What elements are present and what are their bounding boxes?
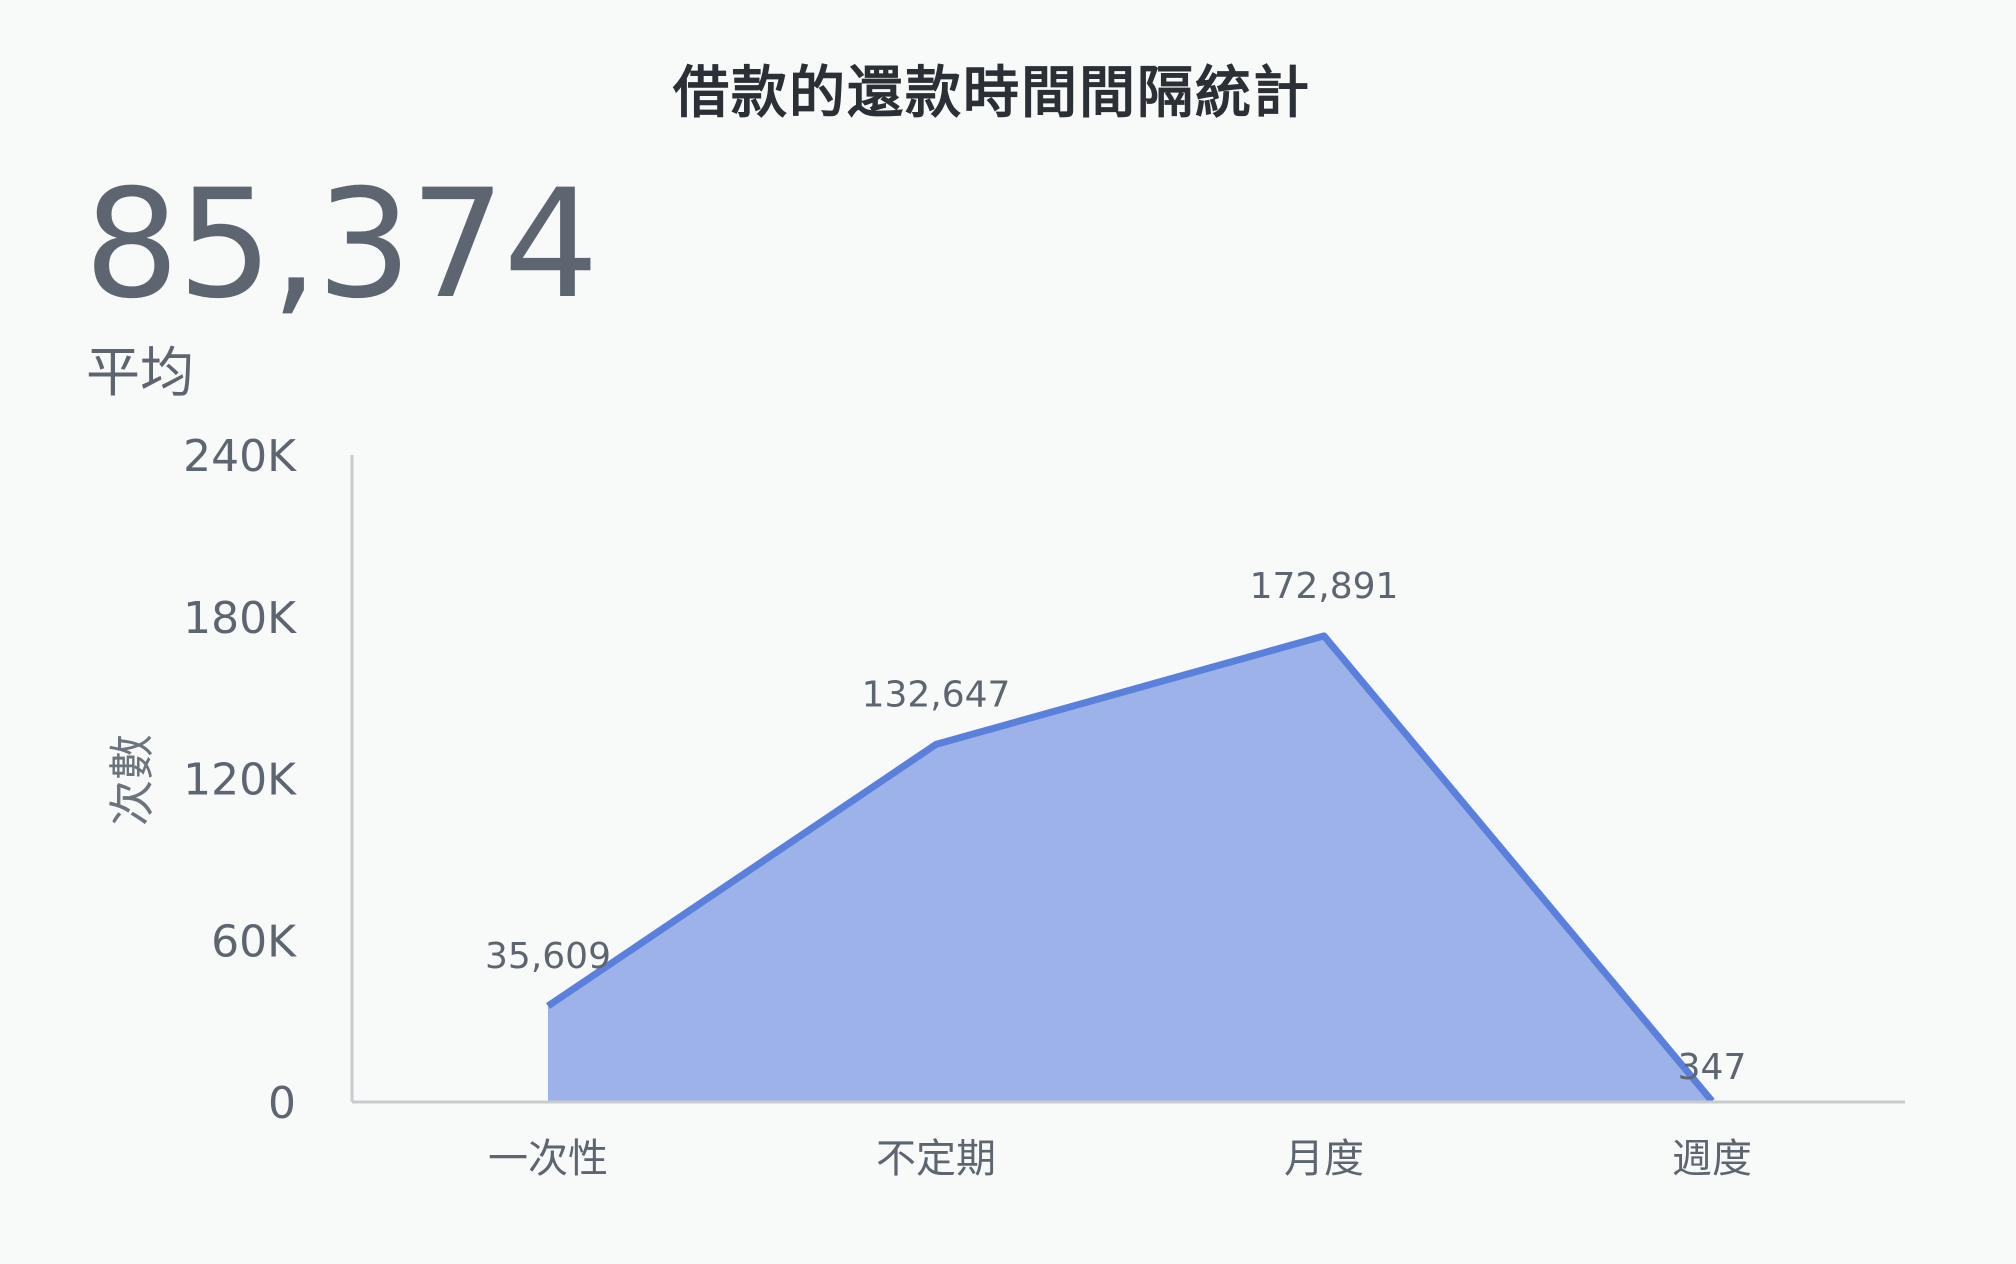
kpi-value: 85,374 — [84, 158, 599, 332]
data-label: 172,891 — [1250, 566, 1399, 607]
series-line — [546, 632, 1715, 1104]
x-category-label: 不定期 — [876, 1136, 996, 1182]
y-tick-layer: 0 60K 120K 180K 240K — [183, 431, 297, 1129]
y-tick-label: 180K — [183, 593, 297, 644]
data-label: 347 — [1678, 1047, 1747, 1088]
y-tick-label: 60K — [211, 916, 297, 967]
y-tick-label: 0 — [268, 1078, 296, 1129]
data-label: 35,609 — [485, 936, 611, 977]
y-tick-label: 240K — [183, 431, 297, 482]
axis-layer — [350, 455, 1905, 1104]
data-label-layer: 35,609 132,647 172,891 347 — [485, 566, 1746, 1088]
x-category-label: 週度 — [1672, 1136, 1752, 1182]
area-fill — [548, 635, 1712, 1102]
area-layer — [546, 632, 1715, 1104]
y-axis-title: 次數 — [105, 734, 159, 826]
y-axis-title-group: 次數 — [105, 734, 159, 826]
x-category-label: 月度 — [1284, 1136, 1364, 1182]
chart-title: 借款的還款時間間隔統計 — [673, 61, 1311, 126]
data-label: 132,647 — [862, 674, 1011, 715]
x-category-label: 一次性 — [488, 1136, 608, 1182]
x-category-layer: 一次性 不定期 月度 週度 — [488, 1136, 1752, 1182]
y-tick-label: 120K — [183, 755, 297, 806]
kpi-label: 平均 — [86, 341, 194, 404]
